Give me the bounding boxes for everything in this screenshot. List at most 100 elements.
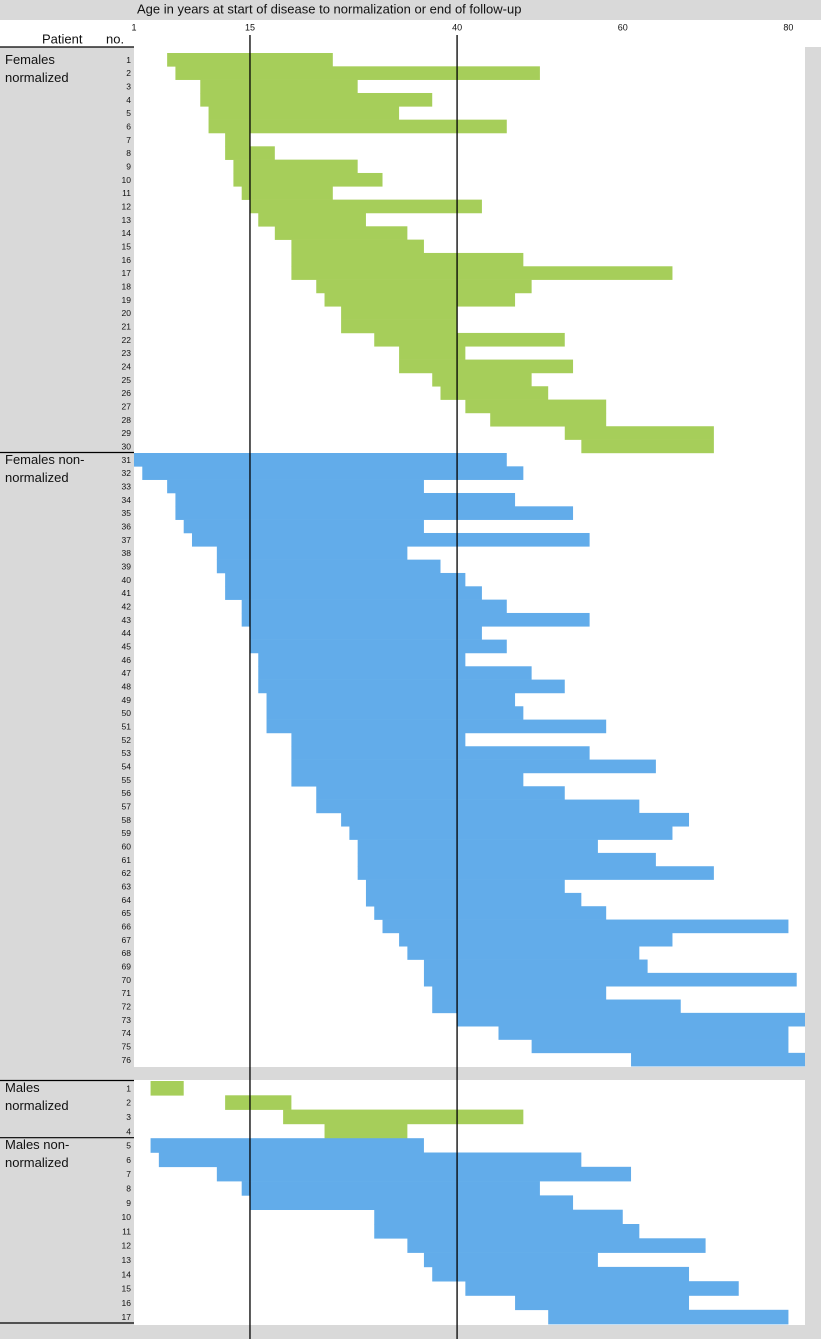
bar	[175, 66, 540, 80]
row-label: 3	[126, 1112, 131, 1122]
bar	[432, 986, 607, 1000]
bar	[291, 746, 590, 760]
bar	[266, 706, 524, 720]
bar	[432, 1266, 690, 1282]
row-label: 60	[122, 841, 132, 851]
row-label: 47	[122, 668, 132, 678]
group-label: Males normalized	[5, 1080, 69, 1113]
bar	[399, 346, 466, 360]
row-label: 18	[122, 282, 132, 292]
bar	[225, 572, 466, 587]
row-label: 13	[122, 215, 132, 225]
bar	[465, 1281, 739, 1296]
row-label: 7	[126, 1169, 131, 1179]
bar	[158, 1152, 582, 1168]
bar	[142, 466, 524, 480]
bar	[225, 132, 250, 147]
row-label: 44	[122, 628, 132, 638]
row-label: 2	[126, 68, 131, 78]
bar	[374, 1224, 640, 1239]
row-label: 67	[122, 935, 132, 945]
bar	[225, 586, 482, 600]
bar	[150, 1138, 424, 1153]
bar	[374, 906, 607, 920]
bar	[216, 546, 408, 560]
bar	[167, 479, 424, 494]
group-label: Males non-normalized	[5, 1137, 70, 1171]
bar	[291, 759, 656, 774]
row-label: 3	[126, 82, 131, 92]
row-label: 56	[122, 788, 132, 798]
bar	[200, 92, 433, 107]
row-label: 24	[122, 362, 132, 372]
row-label: 43	[122, 615, 132, 625]
bar	[241, 1181, 540, 1196]
bar	[241, 612, 590, 627]
row-label: 73	[122, 1015, 132, 1025]
bar	[374, 332, 565, 347]
bar	[291, 772, 524, 787]
bar	[365, 879, 565, 894]
bar	[291, 266, 673, 280]
bar	[432, 999, 681, 1014]
bar	[258, 652, 466, 667]
row-label: 61	[122, 855, 132, 865]
row-label: 65	[122, 908, 132, 918]
bar	[423, 1252, 598, 1268]
bar	[357, 866, 714, 880]
row-label: 63	[122, 881, 132, 891]
bar	[631, 1052, 805, 1067]
row-label: 7	[126, 135, 131, 145]
row-label: 14	[122, 228, 132, 238]
row-label: 23	[122, 348, 132, 358]
bar	[564, 426, 714, 440]
bar	[134, 453, 507, 467]
bar	[225, 1095, 292, 1110]
row-label: 35	[122, 508, 132, 518]
row-label: 12	[122, 1241, 132, 1251]
bar	[216, 559, 441, 574]
bar	[581, 439, 714, 454]
bar	[316, 799, 640, 814]
bar	[274, 226, 408, 240]
group-label: Females normalized	[5, 52, 69, 85]
bar	[349, 826, 673, 840]
bar	[183, 519, 424, 534]
bar	[548, 1309, 789, 1325]
row-label: 6	[126, 122, 131, 132]
row-label: 27	[122, 401, 132, 411]
bar	[249, 199, 482, 214]
bar	[440, 386, 549, 400]
row-label: 51	[122, 722, 132, 732]
bar	[241, 599, 507, 614]
row-label: 41	[122, 588, 132, 598]
row-label: 50	[122, 708, 132, 718]
row-label: 52	[122, 735, 132, 745]
row-label: 10	[122, 1212, 132, 1222]
bar	[432, 372, 532, 387]
row-label: 69	[122, 961, 132, 971]
bar	[423, 959, 648, 974]
row-label: 42	[122, 602, 132, 612]
row-label: 53	[122, 748, 132, 758]
row-label: 6	[126, 1155, 131, 1165]
bar	[258, 679, 565, 694]
bar	[258, 212, 366, 227]
row-label: 33	[122, 482, 132, 492]
bar	[341, 319, 458, 334]
row-label: 10	[122, 175, 132, 185]
row-label: 64	[122, 895, 132, 905]
row-label: 66	[122, 921, 132, 931]
bar	[515, 1295, 690, 1311]
bar	[249, 639, 507, 654]
bar	[407, 1238, 706, 1253]
bar	[531, 1039, 789, 1054]
bar	[150, 1081, 184, 1096]
row-label: 55	[122, 775, 132, 785]
row-label: 4	[126, 1126, 131, 1136]
bar	[324, 1123, 408, 1139]
bar	[291, 252, 524, 267]
row-label: 62	[122, 868, 132, 878]
row-label: 71	[122, 988, 132, 998]
